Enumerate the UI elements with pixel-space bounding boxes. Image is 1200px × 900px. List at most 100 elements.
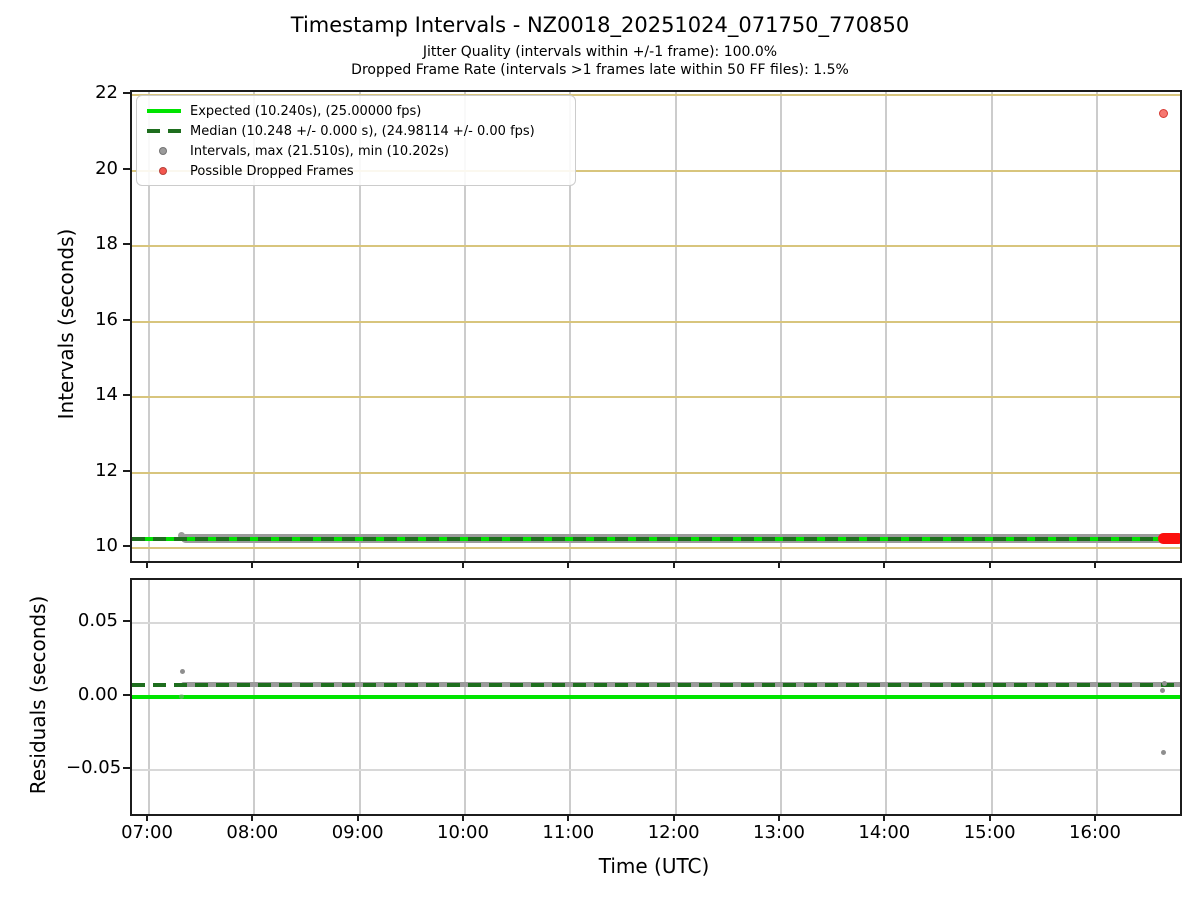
vertical-gridline [674,92,677,561]
x-tick-mark [672,561,675,568]
expected-line [132,694,1180,699]
y-tick-label: 14 [95,384,118,405]
horizontal-gridline [132,547,1180,549]
horizontal-gridline [132,396,1180,398]
x-tick-mark [883,814,886,821]
x-tick-mark [461,814,464,821]
y-tick-mark [123,167,132,170]
y-tick-label: −0.05 [66,757,122,778]
x-tick-mark [567,561,570,568]
legend-row: Possible Dropped Frames [147,161,575,181]
residual-point [180,669,186,674]
x-tick-label: 11:00 [542,822,595,843]
y-tick-mark [123,394,132,396]
y-tick-label: 10 [95,535,118,556]
x-tick-mark [251,561,254,568]
x-tick-mark [988,814,991,821]
median-dashed-line [132,536,1180,541]
y-tick-mark [123,469,132,472]
vertical-gridline [779,92,782,561]
legend: Expected (10.240s), (25.00000 fps) Median… [136,95,576,186]
x-tick-label: 15:00 [963,822,1016,843]
y-tick-label: 22 [95,82,118,103]
figure-subtitle-dropped: Dropped Frame Rate (intervals >1 frames … [351,62,849,78]
legend-row: Intervals, max (21.510s), min (10.202s) [147,141,575,161]
x-tick-label: 16:00 [1069,822,1121,843]
y-tick-label: 0.05 [77,610,118,631]
horizontal-gridline [132,245,1180,247]
dropped-frames-cluster [1158,533,1180,545]
x-tick-label: 12:00 [647,822,700,843]
median-dashed-line [132,682,1180,687]
y-tick-mark [123,767,132,769]
residual-point [179,694,185,699]
x-tick-label: 13:00 [753,822,805,843]
x-tick-mark [988,561,991,568]
horizontal-gridline [132,320,1180,323]
x-tick-label: 14:00 [858,822,911,843]
legend-item-label: Possible Dropped Frames [190,163,354,179]
legend-solid-line-marker [147,104,181,118]
vertical-gridline [1095,92,1098,561]
intervals-plot-area [130,90,1182,563]
x-tick-mark [461,561,464,568]
y-tick-label: 16 [95,308,118,330]
intervals-band-start-dot [177,531,185,539]
x-tick-mark [1093,814,1096,821]
y-tick-label: 12 [95,459,118,481]
legend-line-sample [147,129,181,133]
x-tick-mark [883,561,886,568]
legend-item-label: Median (10.248 +/- 0.000 s), (24.98114 +… [190,123,535,139]
horizontal-gridline [132,169,1180,172]
residuals-plot-area [130,578,1182,816]
x-tick-mark [146,814,148,821]
legend-item-label: Expected (10.240s), (25.00000 fps) [190,103,422,119]
x-tick-mark [146,561,148,568]
y-tick-label: 18 [95,233,118,254]
vertical-gridline [358,92,361,561]
vertical-gridline [463,92,466,561]
legend-row: Expected (10.240s), (25.00000 fps) [147,101,575,121]
legend-item-label: Intervals, max (21.510s), min (10.202s) [190,143,449,159]
legend-dashed-line-marker [147,124,181,138]
x-tick-mark [777,814,780,821]
y-tick-mark [123,243,132,245]
vertical-gridline [569,92,572,561]
legend-dot-sample [159,167,167,175]
y-tick-mark [123,693,132,696]
y-tick-mark [123,318,132,321]
legend-line-sample [147,109,181,113]
vertical-gridline [253,92,256,561]
vertical-gridline [990,92,993,561]
legend-dot-marker [147,144,181,158]
vertical-gridline [885,92,888,561]
x-tick-label: 09:00 [331,822,384,843]
figure-subtitle-jitter: Jitter Quality (intervals within +/-1 fr… [422,44,778,60]
x-tick-mark [1093,561,1096,568]
x-tick-label: 07:00 [121,822,173,843]
x-tick-mark [567,814,570,821]
x-axis-label: Time (UTC) [598,854,710,878]
horizontal-gridline [132,769,1180,771]
y-axis-label-residuals: Residuals (seconds) [26,595,50,795]
y-tick-label: 20 [95,157,118,179]
dropped-frame-point [1158,108,1168,118]
y-tick-mark [123,92,132,94]
legend-dot-marker [147,164,181,178]
x-tick-label: 10:00 [437,822,489,843]
horizontal-gridline [132,94,1180,96]
y-tick-label: 0.00 [77,683,118,705]
x-tick-mark [672,814,675,821]
x-tick-mark [356,561,359,568]
vertical-gridline [148,92,150,561]
horizontal-gridline [132,471,1180,474]
residual-point [1159,688,1165,694]
y-tick-mark [123,545,132,547]
legend-dot-sample [159,147,167,155]
residual-point [1161,680,1167,686]
x-tick-mark [777,561,780,568]
horizontal-gridline [132,622,1180,624]
legend-row: Median (10.248 +/- 0.000 s), (24.98114 +… [147,121,575,141]
figure-title: Timestamp Intervals - NZ0018_20251024_07… [290,13,910,37]
